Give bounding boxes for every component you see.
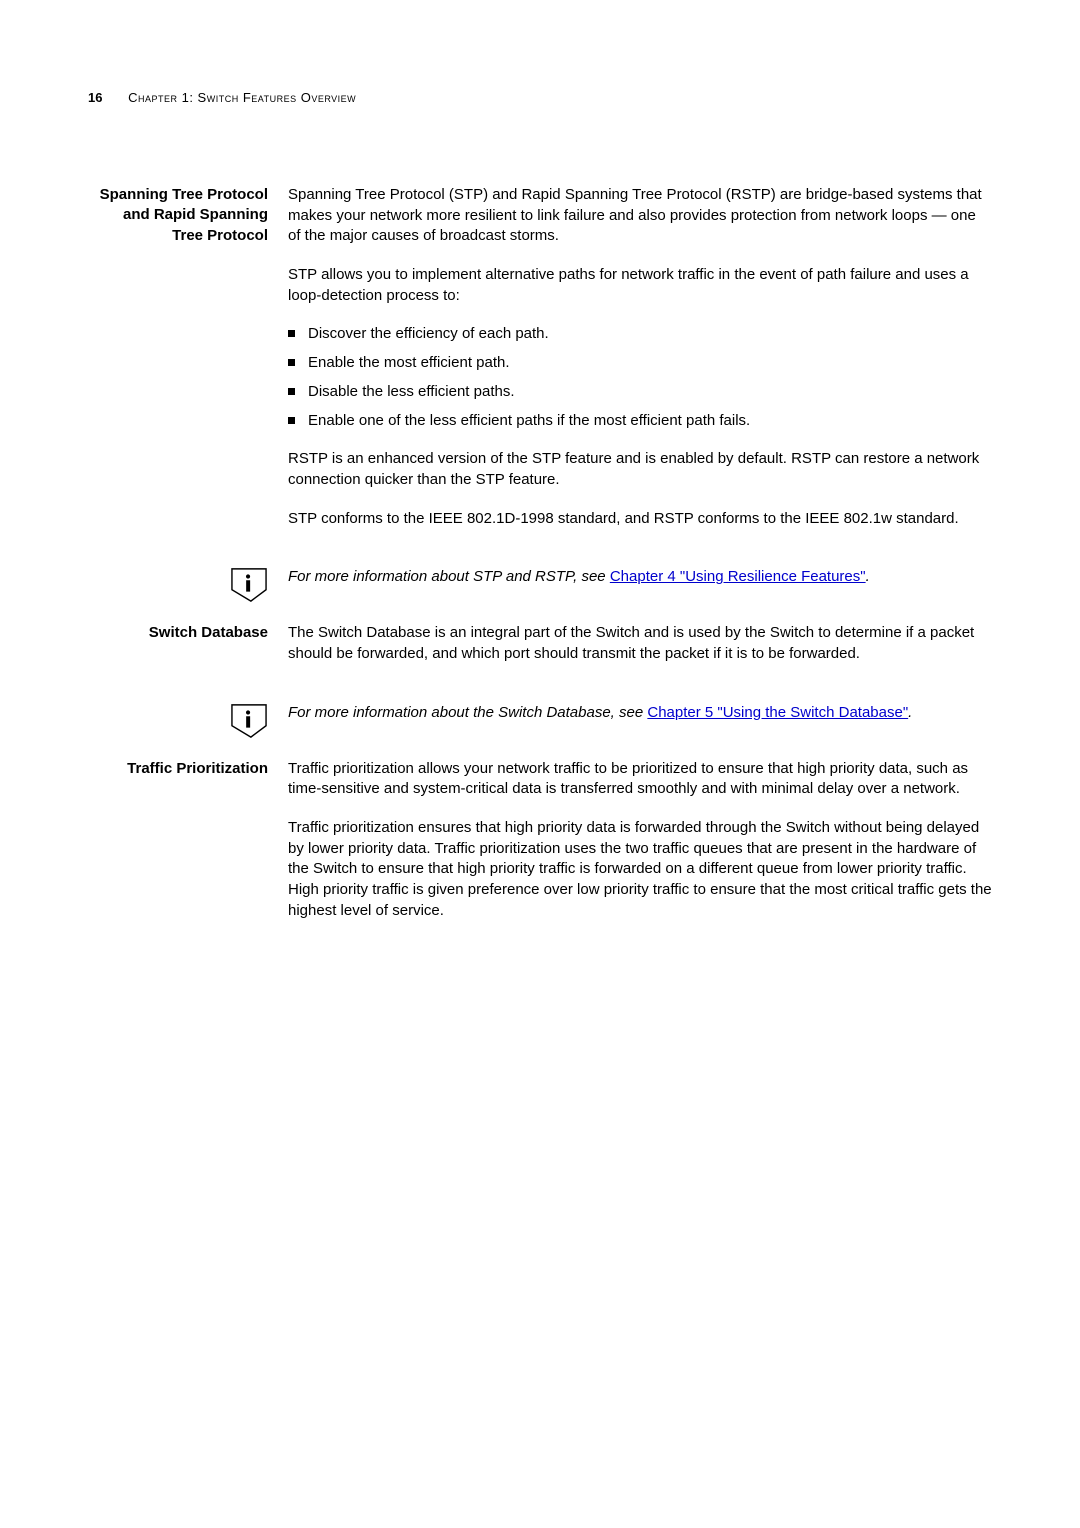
- paragraph: Spanning Tree Protocol (STP) and Rapid S…: [288, 185, 992, 247]
- list-item: Enable one of the less efficient paths i…: [288, 411, 992, 432]
- info-icon: [230, 703, 268, 739]
- paragraph: STP allows you to implement alternative …: [288, 265, 992, 306]
- info-text: For more information about STP and RSTP,…: [288, 567, 992, 603]
- section-switch-database: Switch Database The Switch Database is a…: [88, 623, 992, 682]
- section-body: The Switch Database is an integral part …: [288, 623, 992, 682]
- section-heading: Traffic Prioritization: [88, 759, 288, 940]
- paragraph: RSTP is an enhanced version of the STP f…: [288, 449, 992, 490]
- info-icon-wrapper: [88, 567, 288, 603]
- page-header: 16 Chapter 1: Switch Features Overview: [88, 90, 992, 105]
- page-number: 16: [88, 90, 102, 105]
- chapter-title: Chapter 1: Switch Features Overview: [128, 90, 356, 105]
- list-item: Discover the efficiency of each path.: [288, 324, 992, 345]
- info-prefix: For more information about STP and RSTP,…: [288, 568, 610, 585]
- info-callout: For more information about the Switch Da…: [88, 703, 992, 739]
- info-callout: For more information about STP and RSTP,…: [88, 567, 992, 603]
- page-content: Spanning Tree Protocol and Rapid Spannin…: [88, 185, 992, 959]
- info-suffix: .: [908, 704, 912, 721]
- link-chapter-4[interactable]: Chapter 4 "Using Resilience Features": [610, 568, 866, 585]
- info-text: For more information about the Switch Da…: [288, 703, 992, 739]
- section-body: Spanning Tree Protocol (STP) and Rapid S…: [288, 185, 992, 547]
- section-heading: Spanning Tree Protocol and Rapid Spannin…: [88, 185, 288, 547]
- list-item: Disable the less efficient paths.: [288, 382, 992, 403]
- info-prefix: For more information about the Switch Da…: [288, 704, 647, 721]
- paragraph: STP conforms to the IEEE 802.1D-1998 sta…: [288, 509, 992, 530]
- section-spanning-tree: Spanning Tree Protocol and Rapid Spannin…: [88, 185, 992, 547]
- section-body: Traffic prioritization allows your netwo…: [288, 759, 992, 940]
- section-heading: Switch Database: [88, 623, 288, 682]
- list-item: Enable the most efficient path.: [288, 353, 992, 374]
- paragraph: The Switch Database is an integral part …: [288, 623, 992, 664]
- section-traffic-prioritization: Traffic Prioritization Traffic prioritiz…: [88, 759, 992, 940]
- info-icon-wrapper: [88, 703, 288, 739]
- paragraph: Traffic prioritization ensures that high…: [288, 818, 992, 921]
- paragraph: Traffic prioritization allows your netwo…: [288, 759, 992, 800]
- info-suffix: .: [866, 568, 870, 585]
- bullet-list: Discover the efficiency of each path. En…: [288, 324, 992, 431]
- link-chapter-5[interactable]: Chapter 5 "Using the Switch Database": [647, 704, 908, 721]
- info-icon: [230, 567, 268, 603]
